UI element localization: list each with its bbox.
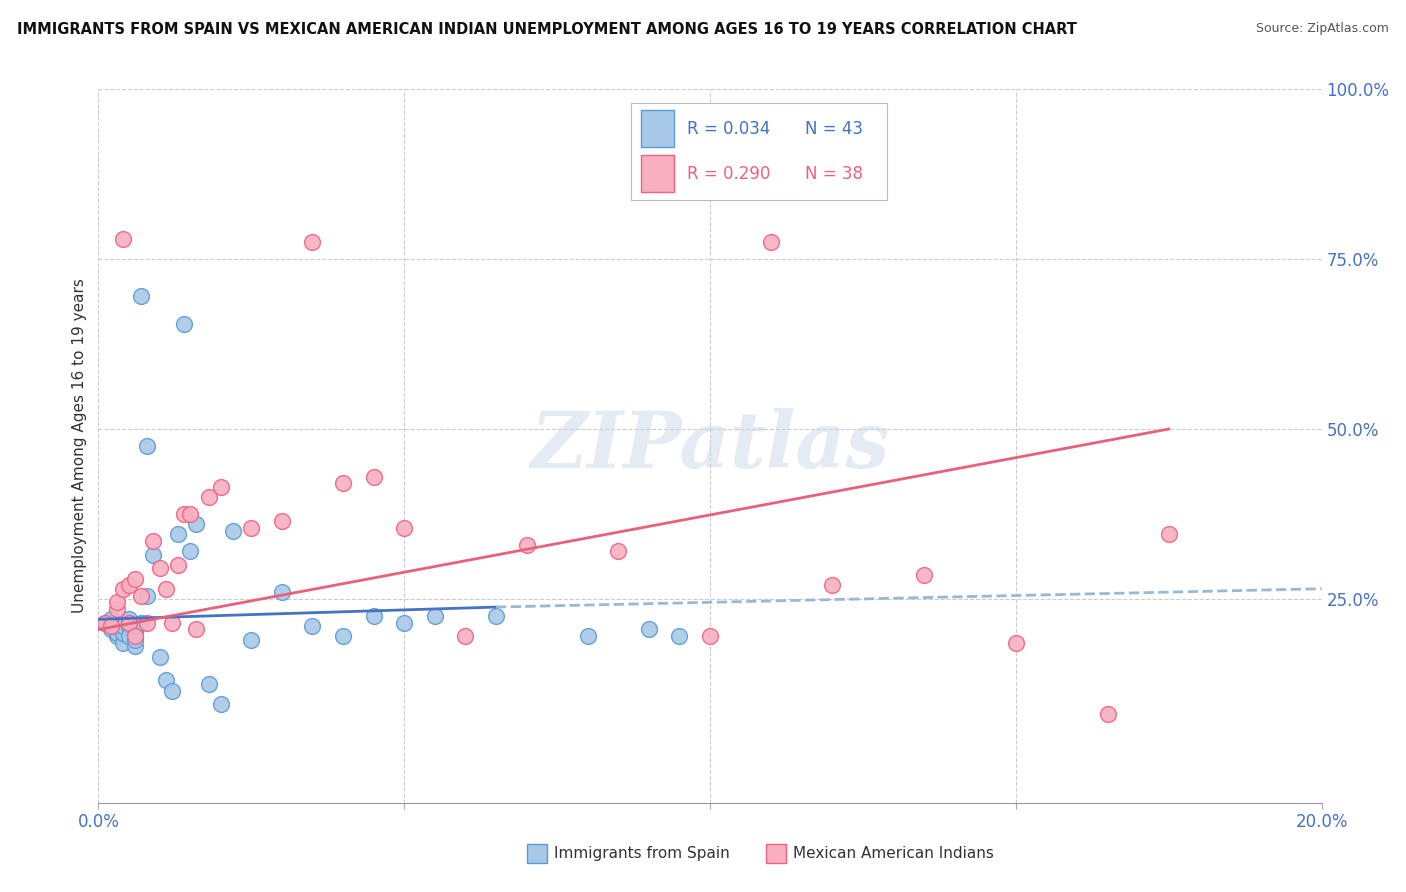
Point [197,677,219,691]
Point [118,619,141,633]
Point [637,623,661,637]
Y-axis label: Unemployment Among Ages 16 to 19 years: Unemployment Among Ages 16 to 19 years [72,278,87,614]
Point [332,476,354,491]
Point [222,524,245,538]
Point [160,615,183,630]
Point [167,527,190,541]
Point [392,520,416,534]
Point [100,619,122,633]
Point [173,317,195,331]
Point [111,232,134,246]
Point [124,619,146,633]
Point [118,615,141,630]
Point [136,589,159,603]
Text: Immigrants from Spain: Immigrants from Spain [554,847,730,861]
Point [124,640,146,654]
Point [179,507,201,521]
Point [118,629,141,643]
Point [111,619,134,633]
Point [516,537,538,551]
Point [118,578,141,592]
Point [485,608,508,623]
Point [699,629,721,643]
Point [136,615,159,630]
Point [197,490,219,504]
Point [149,561,172,575]
Point [759,235,782,249]
Point [105,619,128,633]
Text: ZIPatlas: ZIPatlas [530,408,890,484]
Point [129,589,152,603]
Point [129,289,152,303]
Point [124,632,146,647]
Point [155,582,177,596]
Point [392,615,416,630]
Point [240,632,263,647]
Point [105,626,128,640]
Point [155,673,177,688]
Point [111,626,134,640]
Point [129,615,152,630]
Point [186,623,208,637]
Point [93,615,115,630]
Point [142,534,165,549]
Point [149,649,172,664]
Point [186,517,208,532]
Point [93,615,115,630]
Point [1157,527,1180,541]
Point [124,572,146,586]
Point [1097,707,1119,722]
Point [160,683,183,698]
Point [179,544,201,558]
Point [124,629,146,643]
Point [270,585,292,599]
Point [209,480,232,494]
Point [912,568,935,582]
Point [821,578,844,592]
Point [332,629,354,643]
Point [136,439,159,453]
Point [105,629,128,643]
Point [270,514,292,528]
Point [668,629,690,643]
Text: IMMIGRANTS FROM SPAIN VS MEXICAN AMERICAN INDIAN UNEMPLOYMENT AMONG AGES 16 TO 1: IMMIGRANTS FROM SPAIN VS MEXICAN AMERICA… [17,22,1077,37]
Point [105,602,128,616]
Point [363,469,385,483]
Point [118,612,141,626]
Point [100,612,122,626]
Point [124,626,146,640]
Point [1004,636,1026,650]
Point [142,548,165,562]
Point [301,619,323,633]
Point [423,608,446,623]
Point [111,582,134,596]
Point [363,608,385,623]
Point [105,595,128,609]
Point [240,520,263,534]
Point [454,629,477,643]
Point [100,623,122,637]
Text: Mexican American Indians: Mexican American Indians [793,847,994,861]
Point [301,235,323,249]
Point [173,507,195,521]
Text: Source: ZipAtlas.com: Source: ZipAtlas.com [1256,22,1389,36]
Point [576,629,599,643]
Point [209,698,232,712]
Point [118,615,141,630]
Point [167,558,190,572]
Point [607,544,630,558]
Point [111,636,134,650]
